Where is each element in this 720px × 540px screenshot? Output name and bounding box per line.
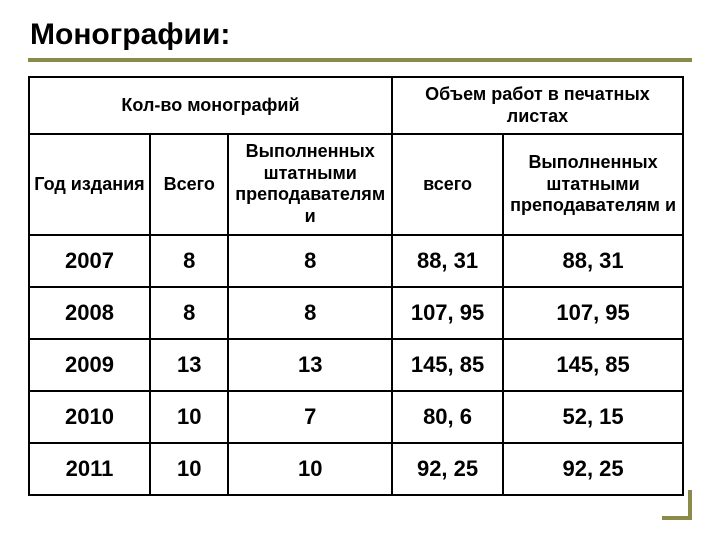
cell-by-staff: 10 — [228, 443, 392, 495]
title-rule — [28, 58, 692, 62]
header-row-columns: Год издания Всего Выполненных штатными п… — [29, 134, 683, 234]
cell-year: 2010 — [29, 391, 150, 443]
table-body: 2007 8 8 88, 31 88, 31 2008 8 8 107, 95 … — [29, 235, 683, 495]
cell-total: 13 — [150, 339, 228, 391]
table-row: 2008 8 8 107, 95 107, 95 — [29, 287, 683, 339]
cell-by-staff: 7 — [228, 391, 392, 443]
table-row: 2009 13 13 145, 85 145, 85 — [29, 339, 683, 391]
cell-by-staff: 13 — [228, 339, 392, 391]
slide: Монографии: Кол-во монографий Объем рабо… — [0, 0, 720, 540]
cell-vol-staff: 92, 25 — [503, 443, 683, 495]
cell-vol-total: 88, 31 — [392, 235, 503, 287]
cell-total: 8 — [150, 235, 228, 287]
header-vol-staff: Выполненных штатными преподавателям и — [503, 134, 683, 234]
cell-vol-total: 107, 95 — [392, 287, 503, 339]
monographs-table: Кол-во монографий Объем работ в печатных… — [28, 76, 684, 496]
cell-total: 10 — [150, 391, 228, 443]
cell-year: 2007 — [29, 235, 150, 287]
cell-vol-total: 145, 85 — [392, 339, 503, 391]
cell-year: 2011 — [29, 443, 150, 495]
cell-vol-total: 92, 25 — [392, 443, 503, 495]
table-row: 2007 8 8 88, 31 88, 31 — [29, 235, 683, 287]
cell-by-staff: 8 — [228, 287, 392, 339]
cell-total: 10 — [150, 443, 228, 495]
header-year: Год издания — [29, 134, 150, 234]
cell-total: 8 — [150, 287, 228, 339]
cell-by-staff: 8 — [228, 235, 392, 287]
cell-year: 2008 — [29, 287, 150, 339]
header-vol-total: всего — [392, 134, 503, 234]
page-title: Монографии: — [30, 18, 692, 52]
header-by-staff: Выполненных штатными преподавателям и — [228, 134, 392, 234]
header-total: Всего — [150, 134, 228, 234]
header-row-groups: Кол-во монографий Объем работ в печатных… — [29, 77, 683, 134]
cell-year: 2009 — [29, 339, 150, 391]
cell-vol-staff: 52, 15 — [503, 391, 683, 443]
header-group-volume: Объем работ в печатных листах — [392, 77, 683, 134]
cell-vol-total: 80, 6 — [392, 391, 503, 443]
corner-decoration — [662, 490, 692, 520]
header-group-count: Кол-во монографий — [29, 77, 392, 134]
table-row: 2010 10 7 80, 6 52, 15 — [29, 391, 683, 443]
cell-vol-staff: 88, 31 — [503, 235, 683, 287]
table-row: 2011 10 10 92, 25 92, 25 — [29, 443, 683, 495]
table-head: Кол-во монографий Объем работ в печатных… — [29, 77, 683, 235]
cell-vol-staff: 145, 85 — [503, 339, 683, 391]
cell-vol-staff: 107, 95 — [503, 287, 683, 339]
